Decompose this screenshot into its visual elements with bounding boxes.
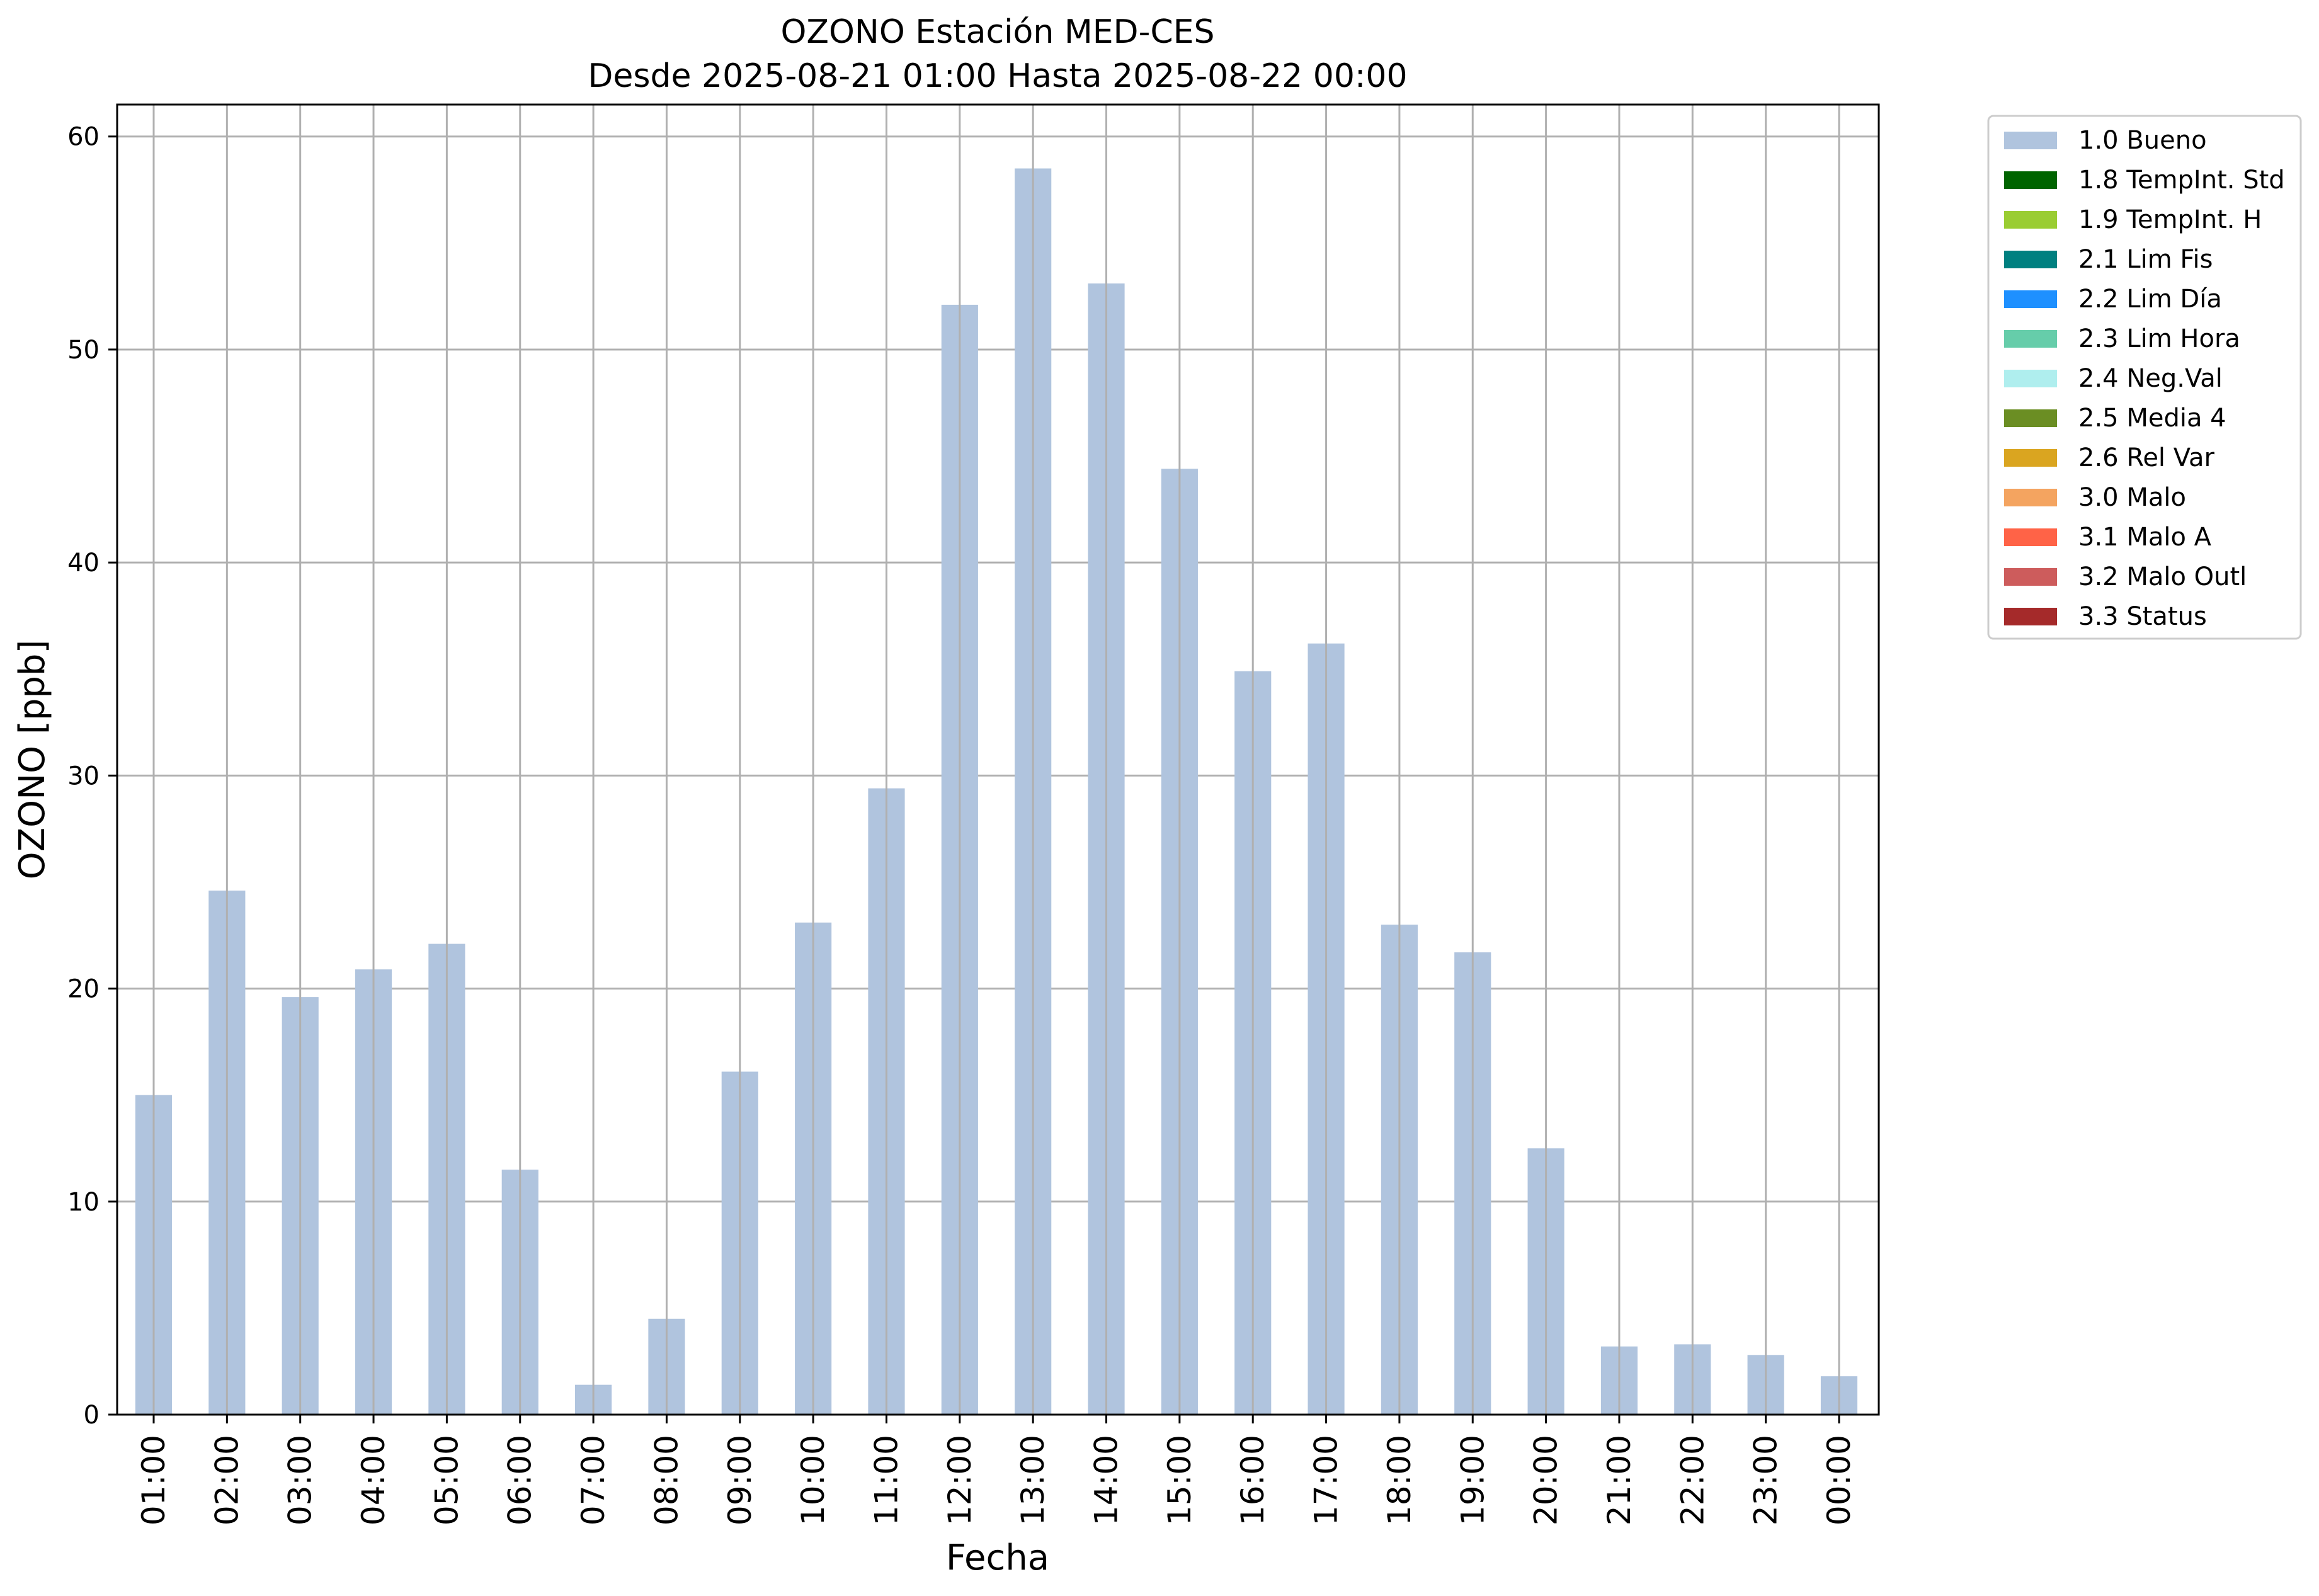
legend-label: 2.2 Lim Día [2078,285,2222,314]
legend-swatch [2004,528,2057,546]
x-tick-label: 01:00 [135,1435,172,1525]
y-tick-label: 10 [67,1188,100,1217]
legend-label: 1.8 TempInt. Std [2078,166,2285,195]
y-tick-label: 40 [67,549,100,578]
x-tick-label: 09:00 [722,1435,758,1525]
x-tick-label: 08:00 [648,1435,685,1525]
legend-swatch [2004,290,2057,308]
x-axis-label: Fecha [946,1537,1049,1578]
legend-swatch [2004,132,2057,149]
y-tick-label: 0 [84,1401,100,1430]
y-tick-label: 30 [67,761,100,790]
legend-swatch [2004,568,2057,586]
legend-label: 2.6 Rel Var [2078,443,2215,472]
plot-area-frame [116,103,1880,1416]
x-tick-label: 21:00 [1601,1435,1638,1525]
legend-swatch [2004,608,2057,625]
chart-subtitle: Desde 2025-08-21 01:00 Hasta 2025-08-22 … [588,57,1407,95]
axis-ticks: 0 10 20 30 40 50 60 01:00 02:00 03:00 04:00 05:00 06… [67,123,1857,1525]
x-tick-label: 23:00 [1748,1435,1784,1525]
x-tick-label: 06:00 [502,1435,538,1525]
x-tick-label: 13:00 [1015,1435,1051,1525]
legend-label: 3.0 Malo [2078,483,2186,512]
legend-swatch [2004,370,2057,387]
x-tick-label: 04:00 [355,1435,392,1525]
legend-label: 1.9 TempInt. H [2078,205,2262,234]
legend-swatch [2004,211,2057,229]
legend: 1.0 Bueno 1.8 TempInt. Std 1.9 TempInt. H 2… [1987,115,2302,640]
x-tick-label: 20:00 [1528,1435,1564,1525]
legend-swatch [2004,409,2057,427]
legend-swatch [2004,449,2057,467]
grid-lines [117,135,1879,1416]
legend-label: 3.1 Malo A [2078,523,2212,552]
x-tick-label: 17:00 [1308,1435,1345,1525]
x-tick-label: 14:00 [1088,1435,1125,1525]
x-tick-label: 00:00 [1821,1435,1857,1525]
legend-label: 3.3 Status [2078,602,2207,631]
legend-swatch [2004,330,2057,348]
x-tick-label: 12:00 [942,1435,978,1525]
x-tick-label: 05:00 [428,1435,465,1525]
legend-label: 3.2 Malo Outl [2078,562,2247,591]
bars [135,105,1858,1415]
legend-frame [1987,115,2302,640]
x-tick-label: 03:00 [282,1435,319,1525]
y-tick-label: 60 [67,123,100,152]
y-tick-label: 50 [67,336,100,365]
legend-label: 1.0 Bueno [2078,126,2207,155]
legend-swatch [2004,251,2057,268]
legend-label: 2.5 Media 4 [2078,404,2226,433]
legend-swatch [2004,489,2057,506]
x-tick-label: 11:00 [868,1435,904,1525]
y-axis-label: OZONO [ppb] [12,640,53,880]
x-tick-label: 16:00 [1234,1435,1271,1525]
y-tick-label: 20 [67,975,100,1004]
legend-label: 2.1 Lim Fis [2078,245,2213,274]
x-tick-label: 07:00 [575,1435,612,1525]
legend-swatch [2004,171,2057,189]
x-tick-label: 15:00 [1161,1435,1198,1525]
x-tick-label: 02:00 [208,1435,245,1525]
legend-label: 2.4 Neg.Val [2078,364,2223,393]
x-tick-label: 18:00 [1381,1435,1418,1525]
x-tick-label: 19:00 [1454,1435,1491,1525]
legend-label: 2.3 Lim Hora [2078,324,2240,353]
x-tick-label: 22:00 [1674,1435,1711,1525]
x-tick-label: 10:00 [795,1435,831,1525]
chart-title: OZONO Estación MED-CES [780,13,1214,51]
